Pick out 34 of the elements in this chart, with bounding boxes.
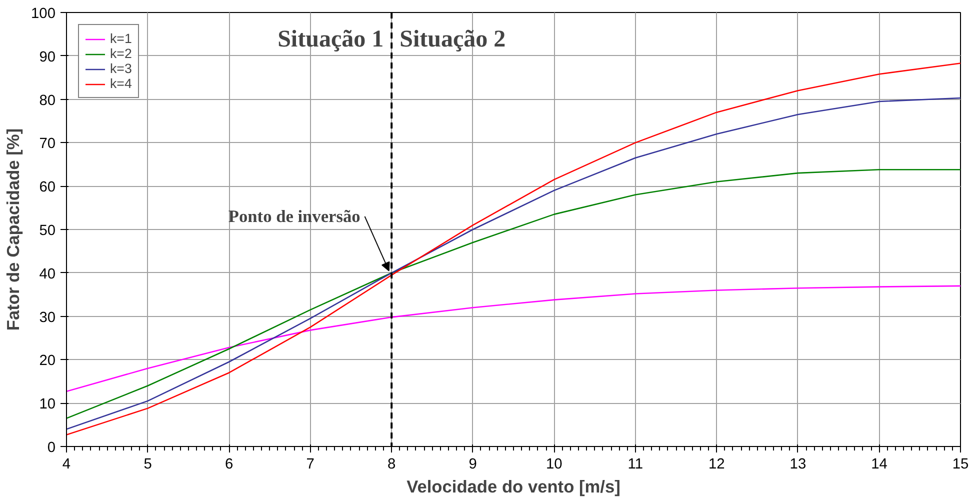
y-tick-label: 80 [39,92,56,109]
legend-label: k=1 [110,31,132,46]
legend-label: k=4 [110,76,132,91]
x-tick-label: 11 [628,456,644,472]
y-tick-label: 30 [39,310,56,326]
x-tick-label: 15 [952,456,969,472]
x-tick-label: 14 [871,456,888,472]
annotation: Situação 1 [278,26,384,52]
legend-label: k=3 [110,61,132,76]
x-tick-label: 8 [388,456,396,472]
legend-label: k=2 [110,46,132,61]
x-tick-label: 4 [62,456,71,472]
y-axis-title: Fator de Capacidade [%] [3,128,24,331]
x-tick-label: 12 [708,456,725,472]
x-tick-label: 10 [546,456,562,472]
y-tick-label: 40 [39,266,56,282]
annotation: Ponto de inversão [228,206,360,226]
y-tick-label: 70 [39,136,56,152]
y-tick-label: 60 [39,180,56,196]
y-tick-label: 20 [39,353,56,370]
x-tick-label: 6 [224,456,234,472]
x-tick-label: 5 [144,456,152,472]
y-tick-label: 50 [39,223,56,239]
y-tick-label: 100 [31,6,56,22]
x-tick-label: 9 [468,456,477,472]
line-series [66,168,960,419]
y-tick-label: 90 [39,49,56,66]
x-tick-label: 13 [790,456,806,472]
x-axis-title: Velocidade do vento [m/s] [406,476,620,496]
annotation: Situação 2 [400,26,506,52]
x-tick-label: 7 [306,456,314,472]
y-tick-label: 10 [39,396,56,413]
line-series [66,285,960,392]
y-tick-label: 0 [47,440,56,456]
